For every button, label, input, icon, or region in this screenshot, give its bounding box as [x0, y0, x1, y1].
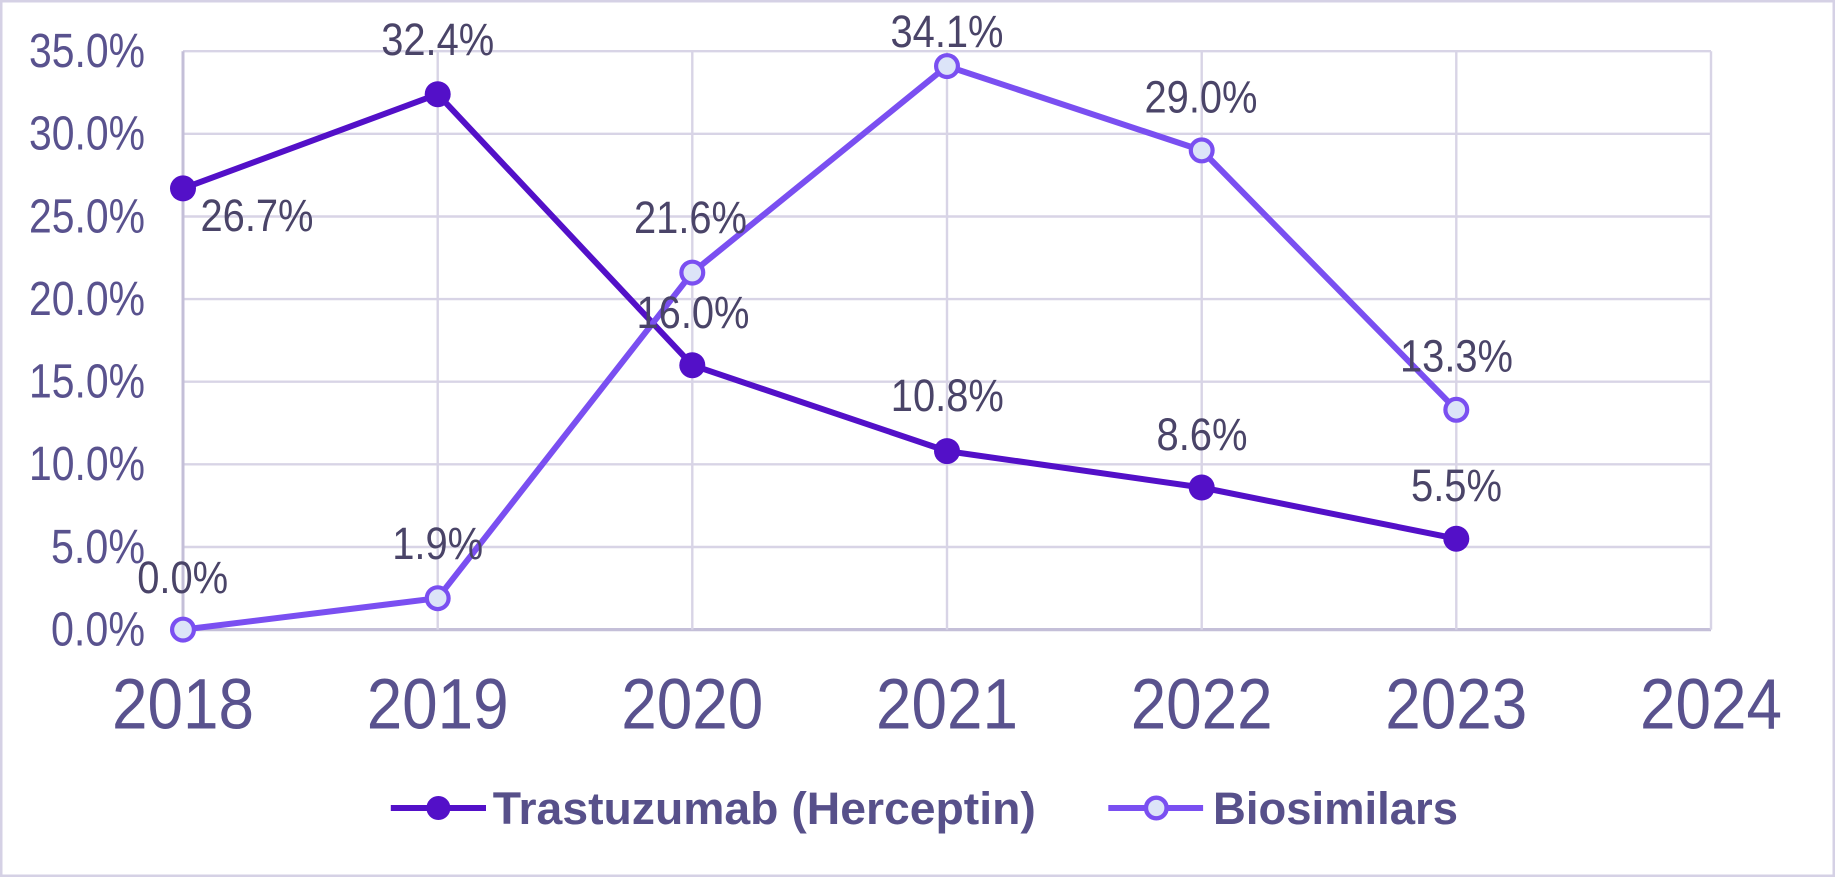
svg-text:29.0%: 29.0% — [1145, 72, 1258, 123]
svg-text:0.0%: 0.0% — [51, 603, 145, 656]
svg-text:30.0%: 30.0% — [29, 108, 145, 161]
svg-text:5.0%: 5.0% — [51, 521, 145, 574]
svg-text:5.5%: 5.5% — [1411, 460, 1502, 511]
svg-text:2021: 2021 — [876, 666, 1018, 745]
svg-text:0.0%: 0.0% — [137, 552, 228, 603]
svg-text:16.0%: 16.0% — [637, 287, 750, 338]
svg-text:1.9%: 1.9% — [392, 518, 483, 569]
svg-text:2023: 2023 — [1385, 666, 1527, 745]
svg-text:2020: 2020 — [621, 666, 763, 745]
svg-text:26.7%: 26.7% — [201, 190, 314, 241]
svg-text:21.6%: 21.6% — [634, 192, 747, 243]
svg-text:10.8%: 10.8% — [891, 370, 1004, 421]
svg-text:20.0%: 20.0% — [29, 273, 145, 326]
svg-text:2024: 2024 — [1640, 666, 1782, 745]
svg-text:15.0%: 15.0% — [29, 356, 145, 409]
svg-text:8.6%: 8.6% — [1157, 409, 1248, 460]
svg-text:34.1%: 34.1% — [891, 6, 1004, 57]
svg-text:2018: 2018 — [112, 666, 254, 745]
svg-text:2022: 2022 — [1131, 666, 1273, 745]
svg-text:35.0%: 35.0% — [29, 25, 145, 78]
svg-text:10.0%: 10.0% — [29, 438, 145, 491]
svg-text:2019: 2019 — [367, 666, 509, 745]
svg-text:32.4%: 32.4% — [381, 14, 494, 65]
svg-text:25.0%: 25.0% — [29, 190, 145, 243]
svg-text:Trastuzumab (Herceptin): Trastuzumab (Herceptin) — [493, 783, 1036, 834]
svg-text:13.3%: 13.3% — [1400, 331, 1513, 382]
svg-text:Biosimilars: Biosimilars — [1213, 783, 1458, 834]
